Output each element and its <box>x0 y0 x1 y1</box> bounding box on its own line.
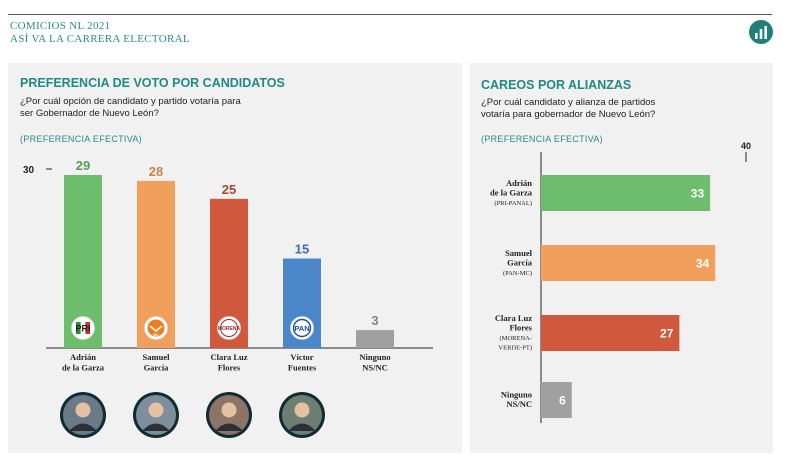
x-tick-label: Víctor <box>290 352 313 362</box>
header-rule <box>8 14 772 15</box>
kicker-line-1: COMICIOS NL 2021 <box>10 20 111 32</box>
alliance-label: (PAN-MC) <box>503 270 532 277</box>
pan-logo-ring <box>292 318 312 338</box>
alliances-title: CAREOS POR ALIANZAS <box>481 78 632 92</box>
x-tick-label: García <box>144 363 170 373</box>
pri-logo-green-stripe <box>76 322 81 334</box>
party-logo-text: MC <box>153 333 159 337</box>
bar <box>541 175 711 211</box>
y-tick-label: 30 <box>23 165 35 176</box>
bar-value-label: 27 <box>660 327 674 341</box>
y-tick-label: Ninguno <box>501 390 532 400</box>
x-tick-label: NS/NC <box>362 363 388 373</box>
alliances-panel: CAREOS POR ALIANZAS ¿Por cuál candidato … <box>470 63 773 453</box>
bar-value-label: 29 <box>76 158 90 173</box>
mc-logo-eagle <box>149 325 163 333</box>
avatar-shoulders <box>215 423 243 431</box>
alliances-question-line-1: ¿Por cuál candidato y alianza de partido… <box>481 97 656 108</box>
y-tick-label: Samuel <box>505 248 533 258</box>
mc-logo-disc <box>147 319 165 337</box>
bar-value-label: 34 <box>696 257 710 271</box>
alliances-question: ¿Por cuál candidato y alianza de partido… <box>481 97 655 121</box>
candidate-avatar <box>279 392 325 438</box>
candidates-question-line-2: ser Gobernador de Nuevo León? <box>20 108 159 119</box>
bar-value-label: 15 <box>295 242 309 257</box>
avatar-head <box>221 402 237 418</box>
x-tick-label: Fuentes <box>288 363 317 373</box>
pri-logo-red-stripe <box>85 322 90 334</box>
x-tick-label: Flores <box>218 363 241 373</box>
bar <box>356 330 394 348</box>
avatar-head <box>294 402 310 418</box>
y-tick-label: Clara Luz <box>495 313 532 323</box>
bar-chart-icon <box>749 20 773 44</box>
avatar-shoulders <box>142 423 170 431</box>
party-logo-text: MORENA <box>218 326 241 332</box>
candidates-note: (PREFERENCIA EFECTIVA) <box>20 134 142 144</box>
candidate-avatar <box>206 392 252 438</box>
y-tick-label: NS/NC <box>506 399 532 409</box>
candidates-panel: PREFERENCIA DE VOTO POR CANDIDATOS ¿Por … <box>8 63 462 453</box>
candidate-avatar <box>60 392 106 438</box>
avatar-head <box>75 402 91 418</box>
candidates-title: PREFERENCIA DE VOTO POR CANDIDATOS <box>20 76 285 90</box>
x-tick-label: Adrián <box>70 352 96 362</box>
y-tick-label: Adrián <box>506 178 532 188</box>
bar-value-label: 25 <box>222 182 236 197</box>
bar-value-label: 6 <box>559 394 566 408</box>
header-kicker: COMICIOS NL 2021 ASÍ VA LA CARRERA ELECT… <box>10 20 190 46</box>
x-tick-label: 40 <box>741 141 751 151</box>
x-tick-label: Samuel <box>143 352 171 362</box>
bar <box>541 315 680 351</box>
y-tick-label: de la Garza <box>490 187 533 197</box>
party-logo-text: PAN <box>294 324 309 333</box>
bar-value-label: 3 <box>371 313 378 328</box>
avatar-shoulders <box>69 423 97 431</box>
bar <box>541 382 572 418</box>
x-tick-label: Clara Luz <box>210 352 247 362</box>
bar <box>541 245 716 281</box>
avatar-head <box>148 402 164 418</box>
x-tick-label: de la Garza <box>62 363 105 373</box>
y-tick-label: Flores <box>509 323 532 333</box>
alliances-question-line-2: votaría para gobernador de Nuevo León? <box>481 109 656 120</box>
party-logo-text: PRI <box>75 324 90 334</box>
x-tick-label: Ninguno <box>359 352 390 362</box>
alliance-label: VERDE-PT) <box>498 345 532 352</box>
alliance-label: (PRI-PANAL) <box>494 200 532 207</box>
alliances-note: (PREFERENCIA EFECTIVA) <box>481 134 603 144</box>
candidates-question: ¿Por cuál opción de candidato y partido … <box>20 96 241 120</box>
avatar-shoulders <box>288 423 316 431</box>
alliance-label: (MORENA- <box>500 335 533 342</box>
kicker-line-2: ASÍ VA LA CARRERA ELECTORAL <box>10 33 190 45</box>
y-tick-label: García <box>507 257 533 267</box>
bar-value-label: 33 <box>691 187 705 201</box>
morena-logo-ring <box>220 319 238 337</box>
candidates-question-line-1: ¿Por cuál opción de candidato y partido … <box>20 96 241 107</box>
bar-value-label: 28 <box>149 164 163 179</box>
candidate-avatar <box>133 392 179 438</box>
